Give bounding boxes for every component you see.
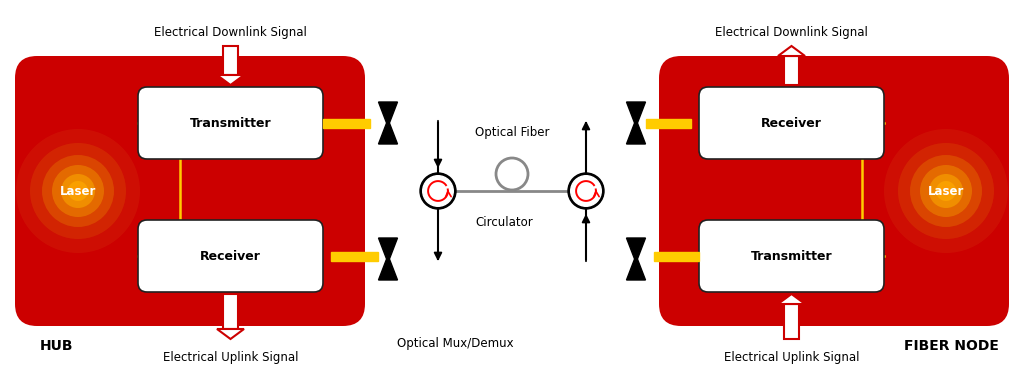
Text: Electrical Downlink Signal: Electrical Downlink Signal bbox=[154, 25, 307, 39]
Text: Optical Fiber: Optical Fiber bbox=[475, 126, 549, 138]
FancyBboxPatch shape bbox=[15, 56, 365, 326]
Text: FIBER NODE: FIBER NODE bbox=[904, 339, 999, 353]
Polygon shape bbox=[223, 294, 238, 329]
Circle shape bbox=[16, 129, 140, 253]
FancyBboxPatch shape bbox=[699, 220, 884, 292]
FancyBboxPatch shape bbox=[138, 220, 323, 292]
Circle shape bbox=[42, 155, 114, 227]
Text: Electrical Uplink Signal: Electrical Uplink Signal bbox=[724, 350, 859, 364]
Circle shape bbox=[920, 165, 972, 217]
Circle shape bbox=[423, 176, 454, 206]
Polygon shape bbox=[778, 294, 805, 304]
Polygon shape bbox=[646, 119, 691, 128]
Polygon shape bbox=[379, 238, 397, 280]
Polygon shape bbox=[331, 251, 378, 261]
Polygon shape bbox=[627, 102, 645, 144]
Circle shape bbox=[884, 129, 1008, 253]
FancyBboxPatch shape bbox=[659, 56, 1009, 326]
Circle shape bbox=[568, 173, 604, 209]
Text: Transmitter: Transmitter bbox=[751, 249, 833, 263]
Polygon shape bbox=[379, 102, 397, 144]
Polygon shape bbox=[627, 238, 645, 280]
Text: Laser: Laser bbox=[928, 184, 965, 197]
Text: Laser: Laser bbox=[59, 184, 96, 197]
Text: Electrical Downlink Signal: Electrical Downlink Signal bbox=[715, 25, 868, 39]
Circle shape bbox=[910, 155, 982, 227]
FancyBboxPatch shape bbox=[138, 87, 323, 159]
Polygon shape bbox=[784, 304, 799, 339]
Text: Transmitter: Transmitter bbox=[189, 116, 271, 129]
Circle shape bbox=[420, 173, 456, 209]
Polygon shape bbox=[323, 119, 370, 128]
Polygon shape bbox=[223, 46, 238, 75]
Circle shape bbox=[30, 143, 126, 239]
FancyBboxPatch shape bbox=[699, 87, 884, 159]
Circle shape bbox=[898, 143, 994, 239]
Circle shape bbox=[929, 174, 963, 208]
Polygon shape bbox=[217, 329, 244, 339]
Circle shape bbox=[68, 181, 88, 201]
Circle shape bbox=[52, 165, 104, 217]
Polygon shape bbox=[778, 46, 805, 56]
Text: Receiver: Receiver bbox=[200, 249, 261, 263]
Text: HUB: HUB bbox=[40, 339, 74, 353]
Text: Electrical Uplink Signal: Electrical Uplink Signal bbox=[163, 350, 298, 364]
Text: Circulator: Circulator bbox=[475, 215, 532, 229]
Circle shape bbox=[940, 186, 951, 196]
Polygon shape bbox=[654, 251, 699, 261]
Polygon shape bbox=[784, 56, 799, 85]
Text: Receiver: Receiver bbox=[761, 116, 822, 129]
Polygon shape bbox=[217, 75, 244, 85]
Circle shape bbox=[73, 186, 84, 196]
Circle shape bbox=[61, 174, 95, 208]
Circle shape bbox=[570, 176, 601, 206]
Circle shape bbox=[936, 181, 956, 201]
Text: Optical Mux/Demux: Optical Mux/Demux bbox=[396, 337, 513, 350]
